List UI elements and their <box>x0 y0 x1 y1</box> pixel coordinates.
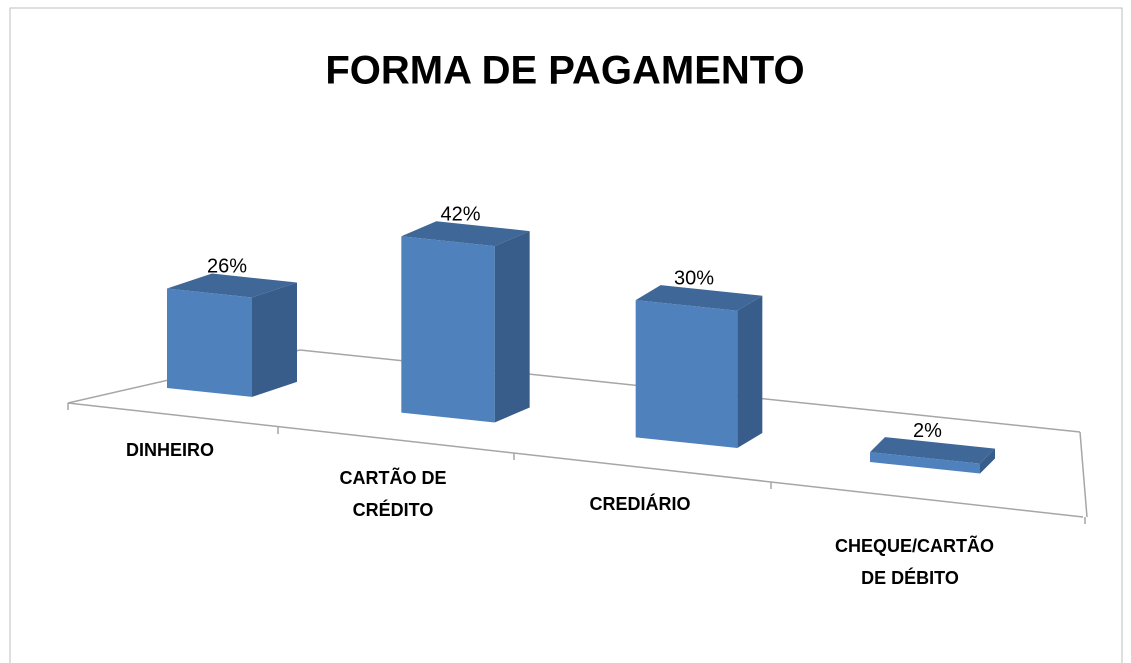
data-label: 26% <box>207 255 247 277</box>
bar-front <box>870 452 980 474</box>
x-tick-label: CREDIÁRIO <box>589 494 691 514</box>
bar <box>635 285 763 449</box>
x-tick-label: DINHEIRO <box>125 440 214 460</box>
bar-side <box>252 282 297 397</box>
bar-top <box>870 437 995 464</box>
data-label: 42% <box>440 203 480 225</box>
bar-side <box>494 231 530 423</box>
x-tick-label: CARTÃO DE CRÉDITO <box>339 468 447 520</box>
bar-front <box>635 300 738 449</box>
bar-top <box>401 221 530 247</box>
bar <box>870 437 995 474</box>
bar-top <box>167 273 297 298</box>
bar-side <box>737 295 763 449</box>
data-label: 2% <box>913 420 942 442</box>
data-label: 30% <box>674 268 714 290</box>
bar-side <box>980 448 995 474</box>
bar <box>167 273 297 397</box>
bar <box>401 221 530 423</box>
chart-title: FORMA DE PAGAMENTO <box>325 49 804 93</box>
bar-front <box>401 236 495 423</box>
bar-top <box>635 285 763 311</box>
bar-front <box>167 288 252 397</box>
x-tick-label: CHEQUE/CARTÃO DE DÉBITO <box>835 536 995 588</box>
